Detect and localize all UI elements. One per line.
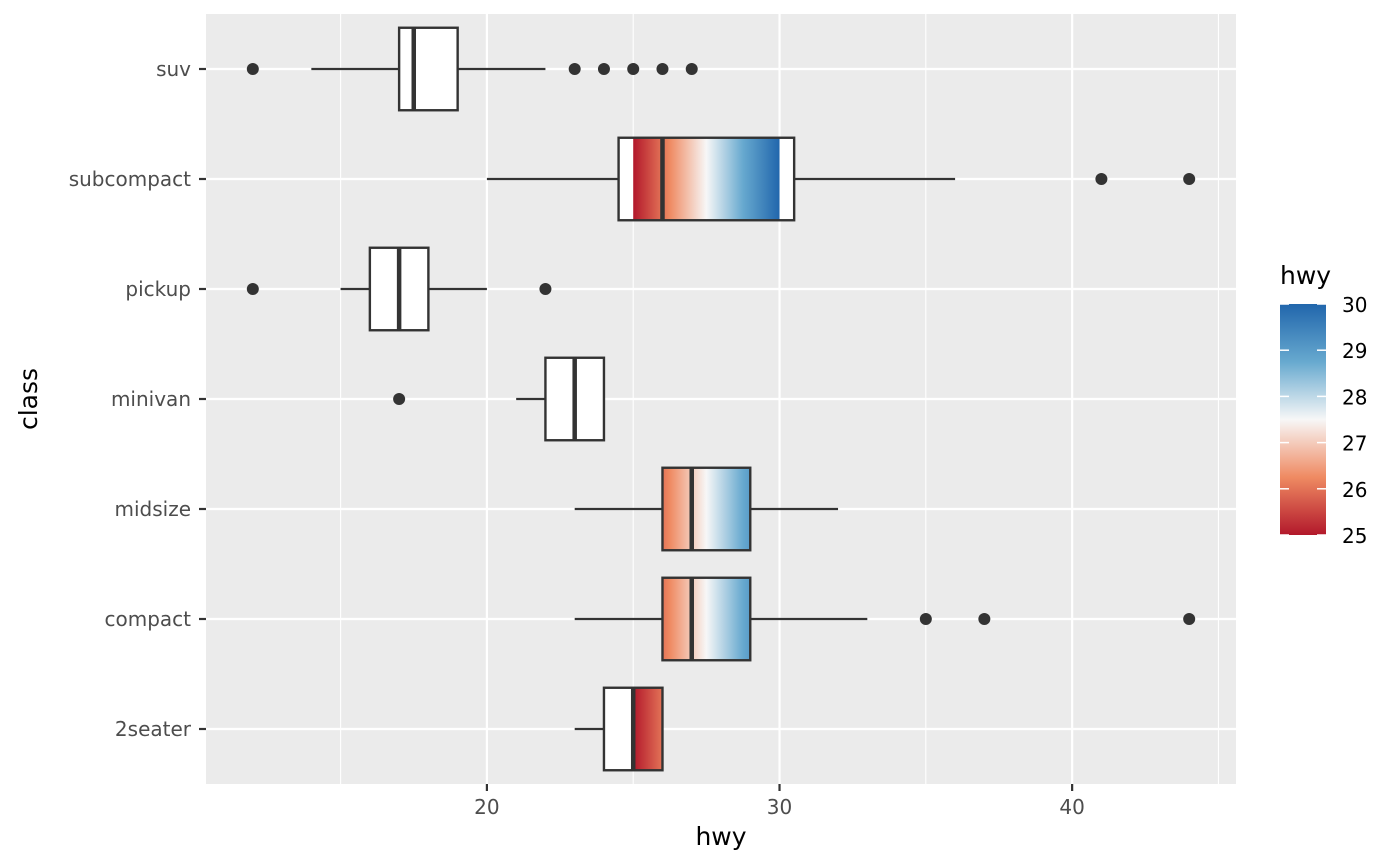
legend-label: 26 [1342,478,1367,502]
box-subcompact [486,136,1196,222]
outlier-point [978,613,991,625]
y-tick-label: 2seater [115,717,192,741]
outlier-point [1095,173,1108,185]
y-axis-title: class [14,368,43,430]
outlier-point [568,63,581,75]
legend-label: 29 [1342,339,1367,363]
x-axis: 20 30 40 [474,784,1085,819]
box-2seater [574,686,664,772]
x-axis-title: hwy [695,822,746,851]
outlier-point [1183,173,1196,185]
box-outline [661,576,752,662]
x-tick-label: 40 [1059,795,1084,819]
outlier-point [1183,613,1196,625]
box-midsize [574,466,839,552]
box-outline [397,26,459,112]
outlier-point [393,393,406,405]
legend-label: 30 [1342,293,1367,317]
box-gradient-fill [633,687,663,771]
outlier-point [246,63,259,75]
box-outline [661,466,752,552]
legend-label: 25 [1342,524,1367,548]
y-tick-label: pickup [125,277,191,301]
color-legend: hwy 25 26 27 28 29 30 [1280,261,1367,548]
box-background [399,27,458,111]
y-tick-label: suv [156,57,191,81]
y-tick-label: minivan [111,387,191,411]
legend-label: 28 [1342,385,1367,409]
box-compact [574,576,1196,662]
y-tick-label: midsize [114,497,191,521]
box-gradient-fill [662,577,751,661]
x-tick-label: 30 [767,795,792,819]
legend-ticks: 25 26 27 28 29 30 [1280,293,1367,548]
y-tick-label: subcompact [69,167,191,191]
outlier-point [597,63,610,75]
box-layer [246,26,1196,772]
box-minivan [393,356,606,442]
outlier-point [539,283,552,295]
outlier-point [246,283,259,295]
box-gradient-fill [633,137,780,221]
box-outline [617,136,796,222]
outlier-point [627,63,640,75]
y-tick-label: compact [104,607,191,631]
outlier-point [656,63,669,75]
y-axis: 2seater compact midsize minivan pickup subcom… [69,57,206,741]
legend-colorbar [1280,304,1326,535]
outlier-point [685,63,698,75]
box-pickup [246,246,552,332]
legend-label: 27 [1342,432,1367,456]
outlier-point [919,613,932,625]
box-suv [246,26,698,112]
legend-title: hwy [1280,261,1331,290]
x-tick-label: 20 [474,795,499,819]
box-gradient-fill [662,467,751,551]
